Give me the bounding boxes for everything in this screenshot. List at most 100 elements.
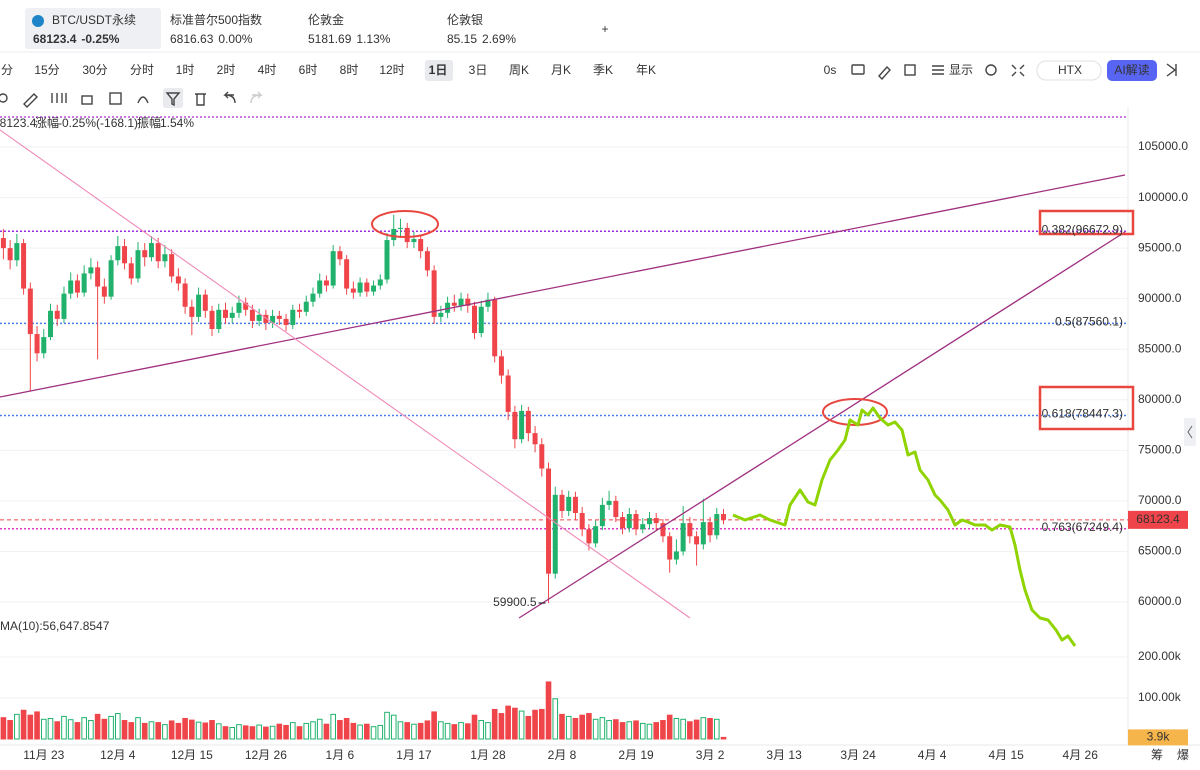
volume-bar: [545, 681, 552, 740]
interval-option[interactable]: 12时: [379, 63, 404, 77]
volume-bar: [619, 722, 626, 740]
volume-bar: [20, 709, 27, 740]
ticker-name[interactable]: 标准普尔500指数: [170, 12, 262, 27]
volume-bar: [121, 720, 128, 740]
interval-option[interactable]: 4时: [258, 63, 277, 77]
info-change-label: 涨幅: [35, 115, 59, 130]
highlight-box[interactable]: [1038, 209, 1135, 236]
exchange-pill[interactable]: [1036, 60, 1102, 81]
ticker-name[interactable]: 伦敦银: [447, 12, 483, 27]
list-icon[interactable]: [932, 65, 944, 75]
tool-draw[interactable]: [23, 93, 38, 108]
volume-bar: [384, 711, 390, 740]
footer-tab[interactable]: 爆: [1177, 748, 1189, 762]
candle-body: [155, 243, 161, 262]
interval-option[interactable]: 1日: [429, 63, 448, 77]
interval-option[interactable]: 6时: [299, 63, 318, 77]
volume-bar: [532, 709, 538, 740]
forecast-path[interactable]: [732, 406, 1077, 647]
candle-body: [700, 522, 706, 545]
candle-body: [633, 514, 639, 530]
interval-option[interactable]: 周K: [509, 63, 529, 77]
x-tick-label: 11月 23: [23, 748, 64, 762]
interval-option[interactable]: 分: [1, 63, 13, 77]
ticker-name[interactable]: 伦敦金: [308, 12, 344, 27]
trend-line[interactable]: [0, 129, 691, 619]
highlight-ellipse[interactable]: [822, 398, 888, 426]
volume-bar: [451, 724, 458, 740]
pen-icon[interactable]: [878, 65, 891, 81]
tool-filter[interactable]: [165, 92, 181, 107]
volume-bar: [168, 720, 175, 740]
low-price-label: 59900.5: [493, 595, 537, 609]
tool-undo[interactable]: [223, 91, 236, 104]
ticker-name[interactable]: BTC/USDT永续: [52, 13, 136, 27]
interval-option[interactable]: 分时: [130, 63, 154, 77]
candle-body: [424, 251, 430, 271]
volume-bar: [592, 718, 599, 740]
candle-body: [465, 298, 471, 306]
highlight-ellipse[interactable]: [371, 210, 439, 238]
active-ticker-box[interactable]: [25, 8, 161, 49]
ai-label[interactable]: AI解读: [1114, 63, 1149, 77]
interval-option[interactable]: 1时: [176, 63, 195, 77]
display-toggle[interactable]: 显示: [949, 63, 973, 77]
x-tick-label: 12月 15: [171, 748, 213, 762]
candle-body: [418, 239, 424, 252]
interval-option[interactable]: 年K: [636, 63, 656, 77]
layout-icon[interactable]: [904, 64, 916, 76]
candle-body: [283, 318, 289, 325]
candle-body: [721, 514, 727, 520]
interval-option[interactable]: 季K: [593, 63, 613, 77]
candle-body: [512, 411, 518, 440]
interval-option[interactable]: 15分: [34, 63, 59, 77]
camera-icon[interactable]: [851, 64, 865, 75]
tool-lock[interactable]: [81, 95, 93, 105]
footer-tab[interactable]: 筹: [1151, 748, 1163, 762]
tool-edit[interactable]: [109, 92, 122, 105]
info-price: 68123.4: [0, 116, 37, 130]
candle-body: [438, 312, 444, 317]
scroll-handle[interactable]: [1184, 418, 1196, 446]
candle-body: [586, 529, 592, 544]
trend-line[interactable]: [518, 231, 1126, 619]
x-tick-label: 3月 2: [696, 748, 725, 762]
settings-icon[interactable]: [985, 64, 997, 76]
exchange-name[interactable]: HTX: [1058, 63, 1082, 77]
tool-redo[interactable]: [250, 91, 263, 104]
tool-zoom[interactable]: [0, 93, 8, 103]
interval-option[interactable]: 月K: [551, 63, 571, 77]
volume-bar: [572, 717, 579, 740]
fullscreen-icon[interactable]: [1011, 64, 1025, 77]
volume-bar: [364, 723, 370, 740]
collapse-icon[interactable]: [1166, 63, 1177, 77]
volume-bar: [498, 713, 505, 740]
volume-bar: [357, 724, 363, 740]
volume-bar: [512, 707, 518, 740]
candle-body: [620, 517, 626, 529]
highlight-box[interactable]: [1038, 385, 1135, 431]
tool-bars[interactable]: [51, 93, 67, 103]
candle-body: [175, 276, 181, 284]
volume-bar: [525, 715, 532, 740]
volume-bar: [471, 714, 478, 740]
volume-bar: [633, 720, 639, 740]
ai-button[interactable]: [1107, 60, 1157, 81]
candle-body: [498, 356, 504, 376]
interval-option[interactable]: 2时: [217, 63, 236, 77]
candle-body: [606, 500, 612, 505]
volume-ma-label: MA(10):56,647.8547: [0, 619, 110, 633]
trend-line[interactable]: [0, 174, 1126, 398]
add-ticker[interactable]: +: [601, 22, 608, 36]
volume-bar: [411, 723, 417, 740]
y-tick-label: 95000.0: [1138, 240, 1182, 254]
tool-delete[interactable]: [195, 93, 206, 106]
tool-magnet[interactable]: [137, 96, 149, 104]
interval-option[interactable]: 30分: [82, 63, 107, 77]
interval-option[interactable]: 3日: [469, 63, 488, 77]
volume-bar: [236, 724, 242, 740]
volume-bar: [417, 722, 424, 740]
interval-option[interactable]: 8时: [340, 63, 359, 77]
scroll-arrow: [1187, 425, 1193, 439]
